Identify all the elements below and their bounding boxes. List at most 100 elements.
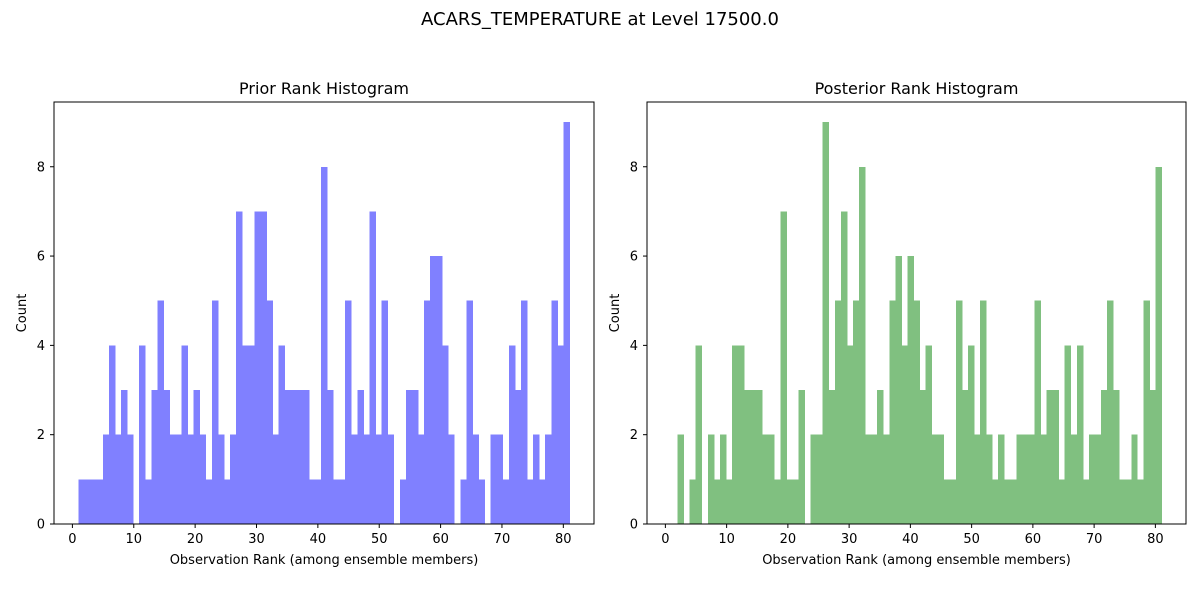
posterior-bar — [852, 300, 860, 524]
posterior-bar — [992, 479, 999, 524]
posterior-bar — [901, 345, 908, 524]
posterior-bar — [689, 479, 697, 524]
posterior-x-tick-label: 30 — [841, 532, 858, 547]
posterior-bar — [961, 390, 969, 524]
posterior-bar — [719, 434, 727, 524]
posterior-y-tick-label: 2 — [630, 428, 638, 443]
prior-bar — [290, 390, 298, 524]
prior-bar — [563, 122, 570, 524]
prior-bar — [169, 434, 176, 524]
prior-bar — [327, 390, 334, 524]
posterior-y-tick-label: 8 — [630, 160, 638, 175]
prior-bar — [496, 434, 504, 524]
posterior-bar — [1010, 479, 1017, 524]
prior-bar — [320, 166, 328, 524]
prior-y-axis-label: Count — [15, 294, 30, 333]
posterior-bar — [877, 390, 884, 524]
posterior-bar — [973, 434, 981, 524]
posterior-bar — [1155, 166, 1162, 524]
prior-bar — [399, 479, 407, 524]
prior-bar — [417, 434, 425, 524]
posterior-bar — [1070, 434, 1078, 524]
prior-x-tick-label: 80 — [555, 532, 572, 547]
prior-bar — [345, 300, 352, 524]
posterior-bar — [816, 434, 824, 524]
prior-bar — [375, 434, 382, 524]
prior-bar — [514, 390, 522, 524]
posterior-bar — [1119, 479, 1126, 524]
prior-axes-frame — [53, 101, 595, 525]
figure-title: ACARS_TEMPERATURE at Level 17500.0 — [421, 9, 779, 30]
posterior-bar — [1125, 479, 1132, 524]
prior-bar — [187, 434, 195, 524]
prior-bar — [284, 390, 292, 524]
posterior-axes-frame — [646, 101, 1187, 525]
prior-x-tick-label: 40 — [310, 532, 327, 547]
posterior-bar — [1052, 390, 1060, 524]
prior-bar — [96, 479, 104, 524]
prior-bar — [539, 479, 546, 524]
posterior-bar — [1113, 390, 1120, 524]
prior-bar — [502, 479, 510, 524]
prior-x-axis-label: Observation Rank (among ensemble members… — [170, 553, 479, 568]
posterior-bar — [738, 345, 745, 524]
prior-bar — [448, 434, 455, 524]
prior-bar — [369, 211, 376, 524]
prior-bar — [139, 345, 146, 524]
prior-x-tick-label: 60 — [432, 532, 449, 547]
prior-x-tick-label: 20 — [187, 532, 204, 547]
prior-bar — [90, 479, 98, 524]
prior-bar — [551, 300, 558, 524]
posterior-bar — [750, 390, 757, 524]
posterior-bar — [859, 166, 866, 524]
posterior-bar — [744, 390, 751, 524]
posterior-bar — [919, 390, 926, 524]
prior-bar — [205, 479, 213, 524]
posterior-bar — [937, 434, 945, 524]
posterior-y-tick-label: 4 — [630, 339, 638, 354]
prior-bar — [157, 300, 164, 524]
posterior-bar — [998, 434, 1005, 524]
posterior-bar — [986, 434, 993, 524]
prior-bar — [424, 300, 431, 524]
posterior-x-tick-label: 80 — [1147, 532, 1164, 547]
prior-bar — [102, 434, 110, 524]
posterior-bar — [931, 434, 939, 524]
posterior-bar — [871, 434, 878, 524]
prior-bar — [254, 211, 261, 524]
prior-bar — [175, 434, 182, 524]
prior-bar — [460, 479, 467, 524]
prior-y-tick-label: 6 — [37, 250, 45, 265]
prior-bar — [230, 434, 237, 524]
posterior-bar — [907, 256, 914, 524]
prior-bar — [114, 434, 122, 524]
posterior-bar — [1131, 434, 1138, 524]
prior-bar — [557, 345, 564, 524]
prior-bar — [381, 300, 389, 524]
prior-bar — [84, 479, 92, 524]
prior-bar — [442, 345, 449, 524]
posterior-bar — [756, 390, 763, 524]
prior-y-tick-label: 2 — [37, 428, 45, 443]
posterior-y-tick-label: 0 — [630, 518, 638, 533]
posterior-bar — [732, 345, 739, 524]
posterior-bar — [792, 479, 799, 524]
posterior-x-tick-label: 10 — [718, 532, 735, 547]
posterior-bar — [822, 122, 830, 524]
prior-bar — [224, 479, 231, 524]
posterior-bar — [840, 211, 848, 524]
posterior-histogram-panel: 0 10 20 30 40 50 60 70 80 0 2 4 6 8 Posterior Rank His… — [608, 79, 1187, 568]
prior-bar — [199, 434, 207, 524]
posterior-bar — [1022, 434, 1029, 524]
prior-bar — [430, 256, 437, 524]
posterior-bar — [1137, 479, 1144, 524]
posterior-bar — [774, 479, 781, 524]
posterior-bar — [955, 300, 963, 524]
prior-bar — [405, 390, 413, 524]
posterior-bar — [1088, 434, 1096, 524]
posterior-bar — [762, 434, 769, 524]
posterior-bar — [798, 390, 805, 524]
posterior-bar — [895, 256, 902, 524]
prior-bar — [508, 345, 516, 524]
